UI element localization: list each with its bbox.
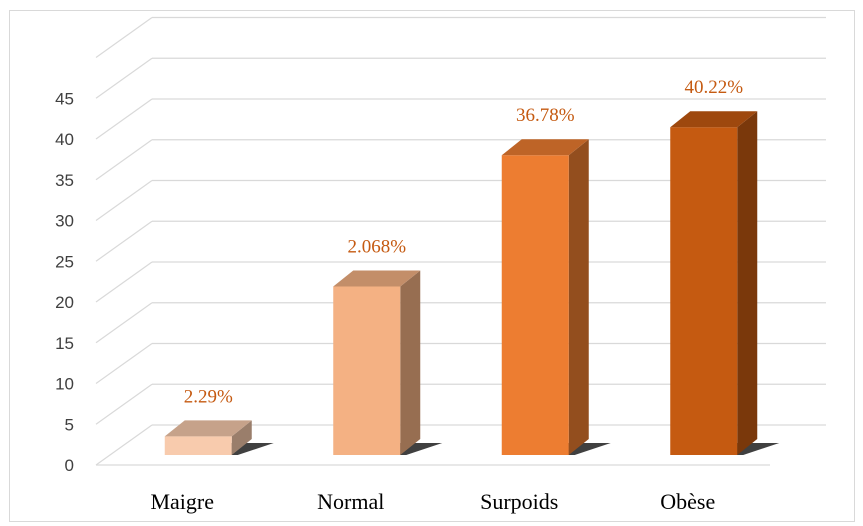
gridline-side	[95, 383, 153, 425]
bar-top	[164, 420, 252, 437]
floor-side-edge	[95, 424, 153, 466]
data-label: 2.29%	[184, 386, 233, 407]
y-tick-label: 10	[55, 375, 74, 394]
y-tick-label: 35	[55, 171, 74, 190]
gridline-side	[95, 57, 153, 99]
bar-maigre	[164, 420, 274, 455]
x-category-label: Normal	[317, 489, 384, 514]
gridline-side	[95, 220, 153, 262]
y-tick-label: 5	[65, 415, 74, 434]
y-tick-label: 45	[55, 89, 74, 108]
bar-front	[164, 436, 232, 455]
gridline-side	[95, 180, 153, 221]
bar-front	[670, 127, 738, 455]
gridline-side	[95, 343, 153, 384]
x-axis-categories: Maigre Normal Surpoids Obèse	[150, 489, 715, 514]
y-tick-label: 15	[55, 334, 74, 353]
bar-side	[231, 420, 252, 455]
x-category-label: Obèse	[660, 489, 715, 514]
bar-obèse	[670, 111, 780, 455]
gridline-side	[95, 17, 153, 58]
bar-top	[670, 111, 758, 128]
data-label: 36.78%	[516, 105, 575, 126]
bar-side	[568, 139, 589, 456]
gridline-side	[95, 261, 153, 303]
y-tick-label: 20	[55, 293, 74, 312]
gridline-side	[95, 139, 153, 181]
y-tick-label: 25	[55, 252, 74, 271]
bar-top	[333, 270, 421, 287]
y-tick-label: 40	[55, 130, 74, 149]
bar-side	[737, 111, 758, 455]
data-label: 2.068%	[347, 236, 406, 257]
x-category-label: Maigre	[150, 489, 214, 514]
bar-side	[400, 270, 421, 455]
data-labels: 2.29% 2.068% 36.78% 40.22%	[184, 77, 744, 407]
y-axis-ticks: 0 5 10 15 20 25 30 35 40 45	[55, 89, 74, 475]
bars	[164, 111, 780, 456]
bar-front	[501, 155, 569, 456]
gridline-side	[95, 302, 153, 344]
data-label: 40.22%	[684, 77, 743, 98]
bar-top	[501, 139, 589, 156]
bar-front	[333, 286, 401, 455]
x-category-label: Surpoids	[480, 489, 558, 514]
gridline-side	[95, 98, 153, 140]
y-tick-label: 0	[65, 456, 74, 475]
bar-surpoids	[501, 139, 611, 456]
bar-normal	[333, 270, 443, 455]
y-tick-label: 30	[55, 212, 74, 231]
